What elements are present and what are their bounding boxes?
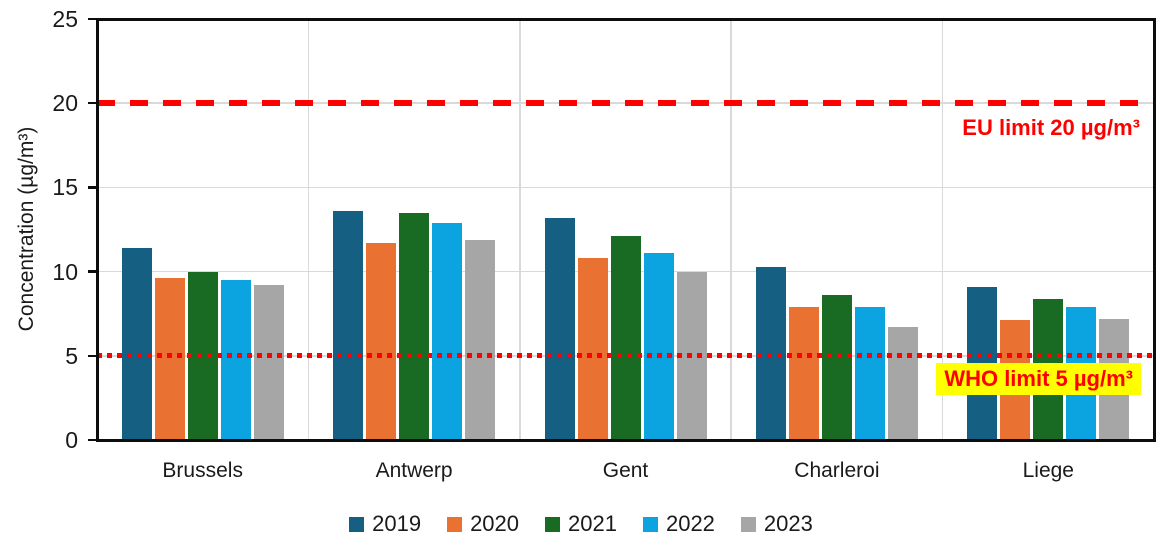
y-axis-tick-label-25: 25 bbox=[52, 6, 78, 32]
legend-item-2019: 2019 bbox=[349, 512, 421, 536]
bar-2023-charleroi bbox=[887, 327, 918, 440]
y-axis-tick-label-0: 0 bbox=[65, 427, 78, 453]
bar-2019-gent bbox=[544, 217, 575, 440]
x-axis-label-antwerp: Antwerp bbox=[375, 459, 453, 482]
legend-label-2022: 2022 bbox=[665, 511, 715, 536]
bar-2019-antwerp bbox=[333, 210, 364, 440]
reference-line-20 bbox=[97, 100, 1154, 107]
bar-2020-charleroi bbox=[788, 306, 819, 440]
legend-item-2023: 2023 bbox=[740, 511, 813, 536]
bar-2020-gent bbox=[577, 258, 608, 440]
y-axis-tick-label-5: 5 bbox=[65, 342, 78, 369]
x-axis-label-charleroi: Charleroi bbox=[794, 459, 880, 482]
legend-marker-2019 bbox=[349, 516, 365, 532]
legend-marker-2022 bbox=[642, 516, 658, 532]
reference-line-5 bbox=[97, 353, 1154, 359]
legend-label-2020: 2020 bbox=[470, 511, 520, 536]
y-axis-tick-15 bbox=[88, 186, 97, 189]
bar-2023-brussels bbox=[253, 285, 284, 440]
gridline-x-boundary-4 bbox=[941, 19, 944, 440]
gridline-x-boundary-2 bbox=[519, 19, 521, 440]
bar-2020-brussels bbox=[154, 278, 185, 440]
x-axis-label-liege: Liege bbox=[1022, 459, 1074, 482]
x-axis-label-brussels: Brussels bbox=[162, 459, 243, 482]
y-axis-tick-label-10: 10 bbox=[52, 258, 78, 285]
y-axis-title: Concentration (µg/m³) bbox=[15, 126, 38, 332]
legend-label-2021: 2021 bbox=[568, 511, 617, 536]
y-axis-tick-0 bbox=[88, 438, 97, 442]
legend-marker-2023 bbox=[740, 516, 756, 532]
eu-limit-label: EU limit 20 µg/m³ bbox=[962, 115, 1140, 140]
bar-2021-antwerp bbox=[399, 212, 430, 440]
y-axis-tick-10 bbox=[88, 270, 97, 273]
bar-2022-charleroi bbox=[854, 306, 885, 440]
y-axis-tick-5 bbox=[88, 354, 97, 358]
bar-2021-gent bbox=[610, 236, 641, 440]
bar-2019-brussels bbox=[121, 248, 152, 440]
bar-2020-antwerp bbox=[366, 242, 397, 440]
legend-label-2019: 2019 bbox=[372, 511, 422, 536]
gridline-x-boundary-1 bbox=[307, 19, 310, 440]
who-limit-label: WHO limit 5 µg/m³ bbox=[936, 363, 1141, 395]
bar-2019-charleroi bbox=[755, 266, 786, 440]
x-axis-label-gent: Gent bbox=[602, 459, 649, 482]
bar-2022-antwerp bbox=[432, 222, 463, 440]
bar-2023-antwerp bbox=[465, 239, 496, 440]
y-axis-tick-20 bbox=[88, 101, 97, 105]
y-axis-tick-label-20: 20 bbox=[52, 90, 78, 117]
legend: 2019 2020 2021 2022 2023 bbox=[0, 510, 1162, 538]
bar-2022-brussels bbox=[220, 280, 251, 440]
gridline-y-15 bbox=[97, 186, 1154, 189]
y-axis-tick-25 bbox=[88, 17, 97, 21]
bar-2021-charleroi bbox=[821, 295, 852, 440]
legend-marker-2021 bbox=[545, 516, 561, 532]
legend-item-2022: 2022 bbox=[642, 511, 715, 536]
legend-item-2020: 2020 bbox=[447, 512, 519, 536]
legend-item-2021: 2021 bbox=[545, 512, 617, 536]
gridline-x-boundary-3 bbox=[730, 19, 732, 440]
bar-2022-gent bbox=[643, 253, 674, 440]
legend-label-2023: 2023 bbox=[763, 511, 813, 536]
legend-marker-2020 bbox=[447, 516, 463, 532]
y-axis-tick-label-15: 15 bbox=[52, 174, 78, 201]
